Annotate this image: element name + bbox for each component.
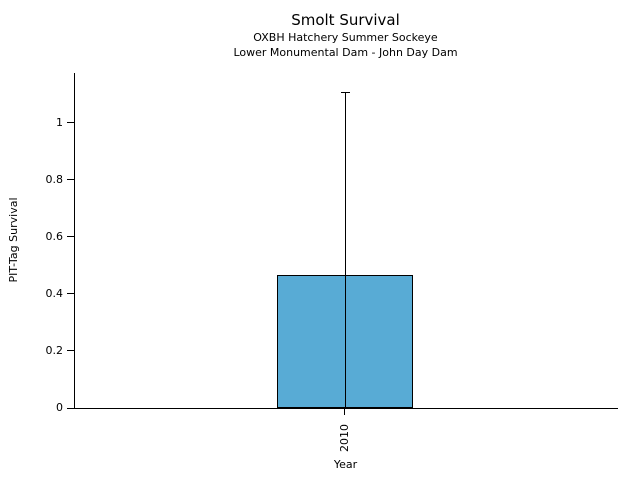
error-bar-line xyxy=(344,91,346,408)
error-bar-top-cap xyxy=(340,91,350,93)
x-axis-label: Year xyxy=(333,458,358,471)
x-tick-mark xyxy=(344,409,345,415)
plot-area: 0 0.2 0.4 0.6 0.8 1 xyxy=(46,73,618,414)
y-tick-label: 0 xyxy=(56,401,63,414)
chart-title: Smolt Survival xyxy=(291,11,400,29)
y-tick-label: 0.2 xyxy=(45,343,64,357)
chart-subtitle-line1: OXBH Hatchery Summer Sockeye xyxy=(253,31,438,44)
y-tick-mark xyxy=(67,179,74,181)
y-tick-label: 0.6 xyxy=(45,229,64,243)
y-tick-mark xyxy=(67,236,74,238)
y-tick-label: 1 xyxy=(56,115,63,129)
y-tick-mark xyxy=(67,407,74,409)
y-tick-mark xyxy=(67,122,74,124)
y-tick-mark xyxy=(67,350,74,352)
y-tick-label: 0.8 xyxy=(45,172,64,186)
y-axis-label: PIT-Tag Survival xyxy=(7,197,20,283)
x-tick-label: 2010 xyxy=(338,424,351,452)
chart-subtitle-line2: Lower Monumental Dam - John Day Dam xyxy=(233,46,458,59)
y-tick-label: 0.4 xyxy=(45,286,64,300)
y-tick-mark xyxy=(67,293,74,295)
chart-header: Smolt Survival OXBH Hatchery Summer Sock… xyxy=(74,10,617,60)
